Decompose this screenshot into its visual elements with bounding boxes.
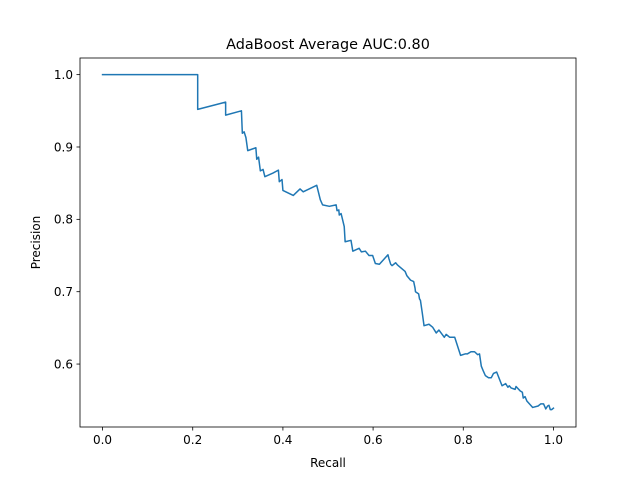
plot-area — [80, 58, 576, 427]
x-axis-ticks: 0.0 0.2 0.4 0.6 0.8 1.0 — [93, 427, 563, 447]
x-tick-label: 0.6 — [364, 433, 383, 447]
y-tick-label: 0.6 — [54, 357, 73, 371]
x-tick-label: 0.4 — [273, 433, 292, 447]
y-tick-label: 0.9 — [54, 140, 73, 154]
series-layer — [101, 73, 555, 411]
x-tick-label: 0.0 — [93, 433, 112, 447]
x-axis-label: Recall — [310, 456, 346, 470]
precision-recall-line — [101, 73, 555, 411]
y-axis-ticks: 0.6 0.7 0.8 0.9 1.0 — [54, 68, 80, 371]
chart-title: AdaBoost Average AUC:0.80 — [226, 37, 430, 53]
y-axis-label: Precision — [29, 216, 43, 270]
x-tick-label: 0.8 — [454, 433, 473, 447]
y-tick-label: 0.8 — [54, 213, 73, 227]
y-tick-label: 1.0 — [54, 68, 73, 82]
x-tick-label: 0.2 — [183, 433, 202, 447]
y-tick-label: 0.7 — [54, 285, 73, 299]
x-tick-label: 1.0 — [544, 433, 563, 447]
plot-frame — [79, 57, 577, 428]
